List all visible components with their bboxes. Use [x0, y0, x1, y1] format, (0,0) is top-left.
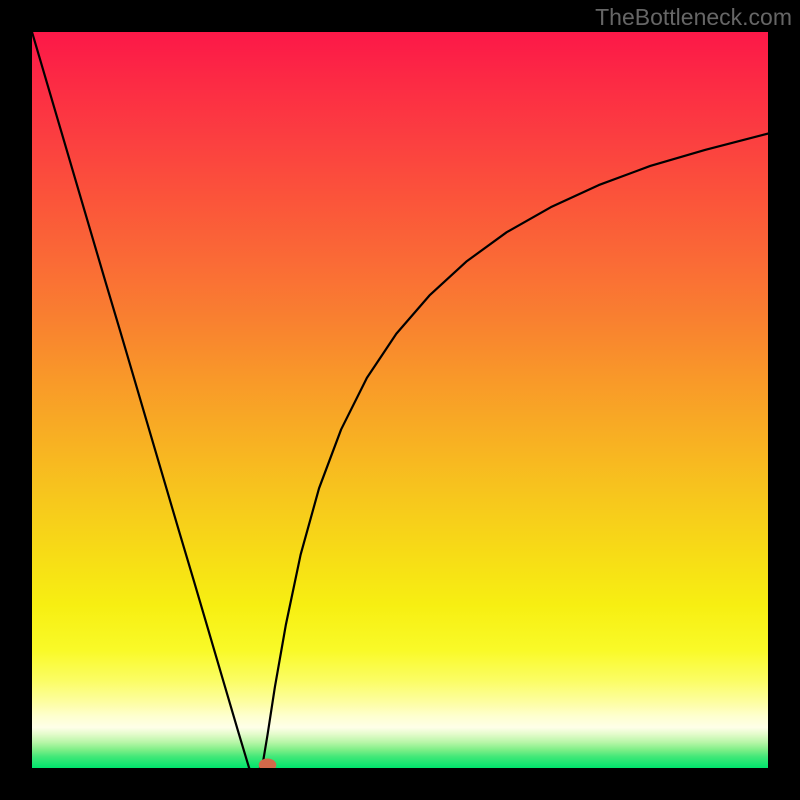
plot-area — [32, 32, 768, 768]
chart-container: TheBottleneck.com — [0, 0, 800, 800]
watermark-text: TheBottleneck.com — [595, 4, 792, 30]
chart-svg — [32, 32, 768, 768]
watermark: TheBottleneck.com — [595, 4, 792, 31]
